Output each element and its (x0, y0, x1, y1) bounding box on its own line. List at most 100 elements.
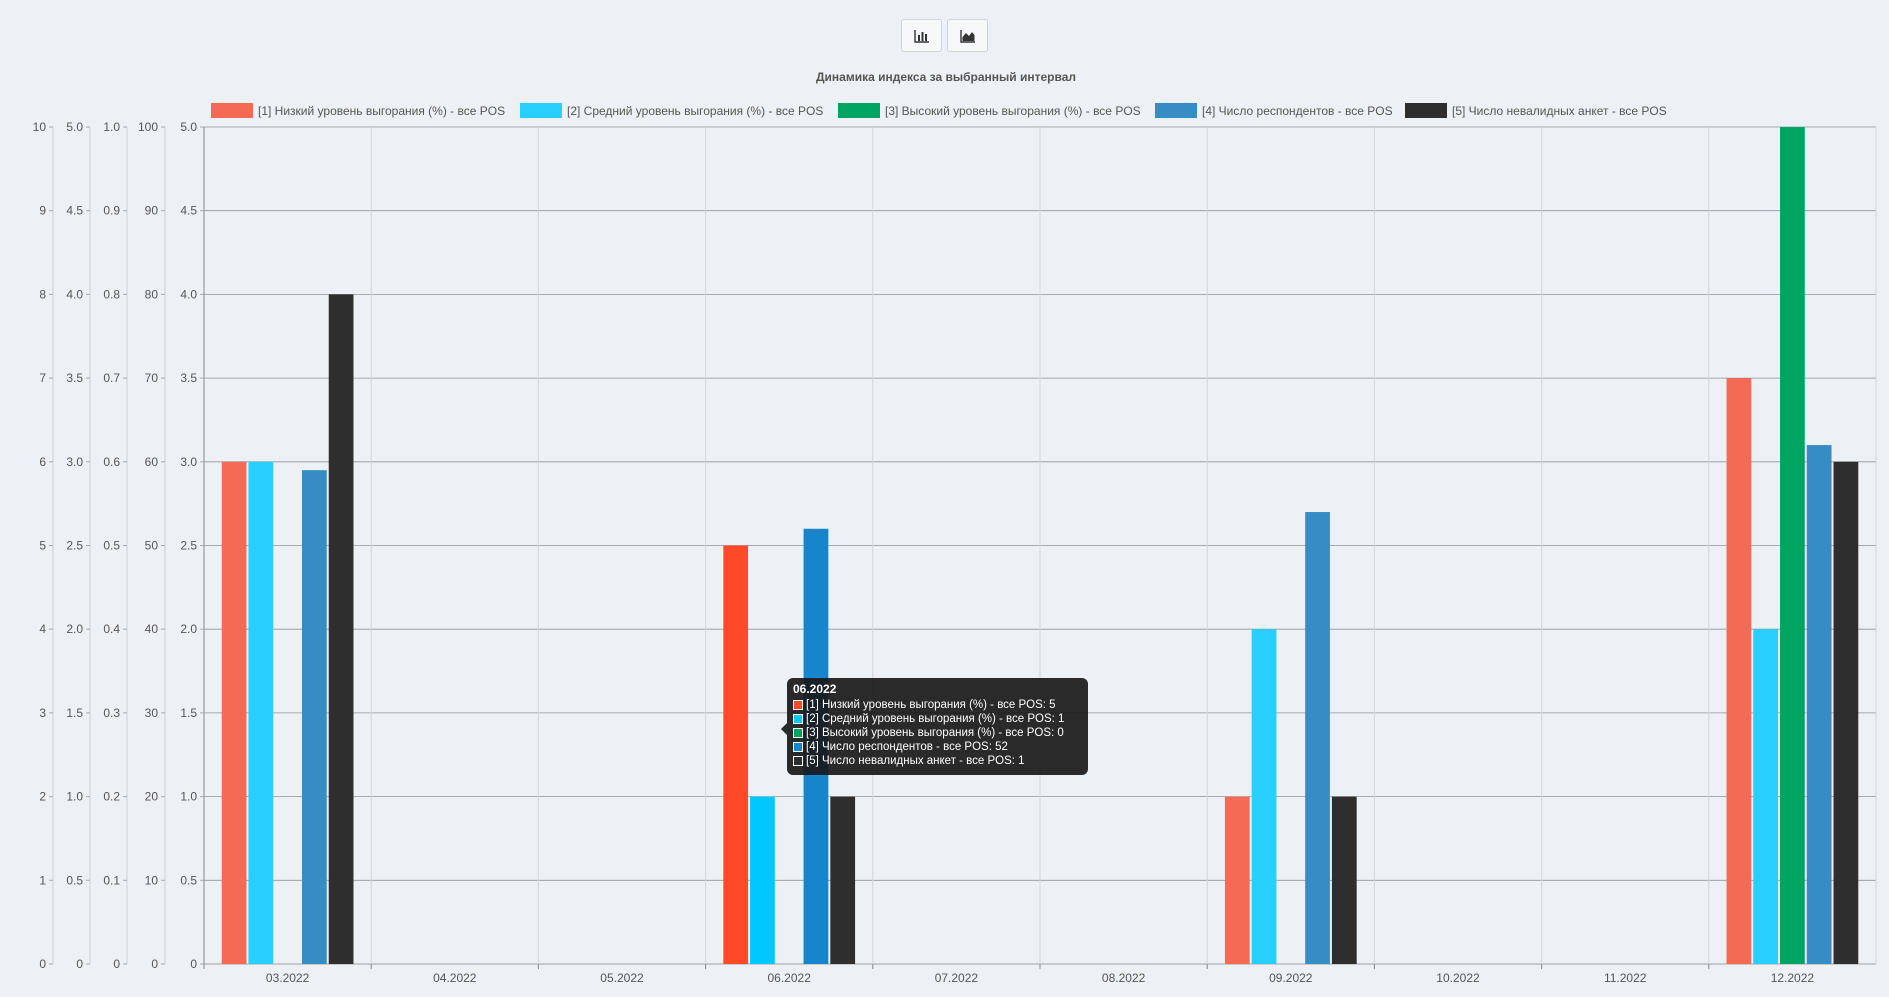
tooltip-swatch (793, 756, 803, 766)
tooltip-row-2: [2] Средний уровень выгорания (%) - все … (793, 712, 1082, 726)
tooltip-row-4: [4] Число респондентов - все POS: 52 (793, 740, 1082, 754)
legend-item-3[interactable]: [3] Высокий уровень выгорания (%) - все … (838, 103, 1141, 118)
legend-item-2[interactable]: [2] Средний уровень выгорания (%) - все … (520, 103, 823, 118)
x-tick-label: 11.2022 (1604, 971, 1647, 985)
bar-s2-12.2022[interactable] (1753, 629, 1779, 964)
y-axes: 01234567891000.51.01.52.02.53.03.54.04.5… (33, 120, 205, 971)
y-tick-label: 2.5 (180, 539, 197, 553)
y-tick-label: 4.0 (66, 287, 83, 301)
area-chart-icon (959, 29, 975, 43)
bar-s1-06.2022[interactable] (723, 545, 749, 965)
y-tick-label: 0.7 (103, 371, 120, 385)
bar-s2-09.2022[interactable] (1251, 629, 1277, 964)
y-axis-y5a: 0 0.5 1.0 1.5 2.0 2.5 3.0 3.5 4.0 4.5 5.0 (66, 120, 91, 971)
bar-s4-12.2022[interactable] (1806, 445, 1832, 964)
tooltip-row-text: [3] Высокий уровень выгорания (%) - все … (806, 727, 1064, 739)
legend-item-5[interactable]: [5] Число невалидных анкет - все POS (1405, 103, 1667, 118)
chart-legend: [1] Низкий уровень выгорания (%) - все P… (211, 103, 1667, 118)
y-tick-label: 4.5 (66, 204, 83, 218)
bar-chart-button[interactable] (901, 19, 942, 52)
legend-item-4[interactable]: [4] Число респондентов - все POS (1155, 103, 1393, 118)
y-tick-label: 6 (39, 455, 46, 469)
bar-s4-03.2022[interactable] (301, 470, 327, 964)
y-tick-label: 2 (39, 790, 46, 804)
y-tick-label: 0.4 (103, 622, 120, 636)
legend-swatch (838, 103, 880, 118)
y-tick-label: 1.0 (66, 790, 83, 804)
x-tick-label: 06.2022 (768, 971, 812, 985)
y-tick-label: 0.9 (103, 204, 120, 218)
y-tick-label: 2.5 (66, 539, 83, 553)
y-tick-label: 1 (39, 873, 46, 887)
chart-title: Динамика индекса за выбранный интервал (816, 70, 1076, 84)
y-tick-label: 3.0 (180, 455, 197, 469)
legend-label: [1] Низкий уровень выгорания (%) - все P… (258, 104, 505, 118)
y-tick-label: 0 (39, 957, 46, 971)
bar-s1-03.2022[interactable] (221, 461, 247, 964)
area-chart-button[interactable] (947, 19, 988, 52)
bar-s5-06.2022[interactable] (830, 796, 856, 964)
tooltip-row-text: [2] Средний уровень выгорания (%) - все … (806, 713, 1065, 725)
bar-s2-03.2022[interactable] (248, 461, 274, 964)
y-tick-label: 40 (145, 622, 159, 636)
legend-swatch (211, 103, 253, 118)
y-tick-label: 2.0 (180, 622, 197, 636)
legend-swatch (1155, 103, 1197, 118)
y-tick-label: 7 (39, 371, 46, 385)
y-tick-label: 90 (145, 204, 159, 218)
chart-toolbar (901, 19, 988, 52)
x-tick-label: 03.2022 (266, 971, 310, 985)
bar-s5-03.2022[interactable] (328, 294, 354, 964)
y-tick-label: 70 (145, 371, 159, 385)
legend-swatch (1405, 103, 1447, 118)
x-tick-label: 08.2022 (1102, 971, 1146, 985)
tooltip-row-text: [5] Число невалидных анкет - все POS: 1 (806, 755, 1025, 767)
y-tick-label: 0.6 (103, 455, 120, 469)
x-tick-label: 07.2022 (935, 971, 979, 985)
legend-swatch (520, 103, 562, 118)
legend-label: [2] Средний уровень выгорания (%) - все … (567, 104, 823, 118)
legend-label: [3] Высокий уровень выгорания (%) - все … (885, 104, 1141, 118)
y-tick-label: 100 (138, 120, 158, 134)
x-tick-label: 04.2022 (433, 971, 477, 985)
bar-s2-06.2022[interactable] (750, 796, 775, 964)
bar-s4-09.2022[interactable] (1305, 512, 1330, 964)
tooltip-row-text: [1] Низкий уровень выгорания (%) - все P… (806, 699, 1056, 711)
tooltip-title: 06.2022 (793, 682, 837, 696)
x-axis: 03.2022 04.2022 05.2022 06.2022 07.2022 08.20… (203, 964, 1815, 985)
y-tick-label: 2.0 (66, 622, 83, 636)
bar-s1-09.2022[interactable] (1224, 796, 1250, 964)
y-tick-label: 5.0 (66, 120, 83, 134)
y-tick-label: 4 (39, 622, 46, 636)
legend-item-1[interactable]: [1] Низкий уровень выгорания (%) - все P… (211, 103, 505, 118)
bar-s5-09.2022[interactable] (1331, 796, 1357, 964)
y-tick-label: 3.5 (66, 371, 83, 385)
tooltip-swatch (793, 728, 803, 738)
y-tick-label: 0 (190, 957, 197, 971)
chart-tooltip: 06.2022 [1] Низкий уровень выгорания (%)… (781, 678, 1088, 775)
bar-s3-12.2022[interactable] (1780, 127, 1805, 964)
bar-s1-12.2022[interactable] (1726, 378, 1752, 965)
legend-label: [5] Число невалидных анкет - все POS (1452, 104, 1667, 118)
y-tick-label: 8 (39, 287, 46, 301)
tooltip-row-text: [4] Число респондентов - все POS: 52 (806, 741, 1008, 753)
tooltip-swatch (793, 742, 803, 752)
y-tick-label: 0 (76, 957, 83, 971)
y-tick-label: 30 (145, 706, 159, 720)
chart-grid (203, 126, 1877, 965)
y-tick-label: 3.5 (180, 371, 197, 385)
y-tick-label: 1.5 (66, 706, 83, 720)
y-tick-label: 0.5 (180, 873, 197, 887)
y-tick-label: 9 (39, 204, 46, 218)
y-tick-label: 0.5 (66, 873, 83, 887)
bar-s5-12.2022[interactable] (1833, 461, 1859, 964)
x-tick-label: 12.2022 (1771, 971, 1815, 985)
y-tick-label: 0 (113, 957, 120, 971)
y-tick-label: 4.5 (180, 204, 197, 218)
y-tick-label: 1.0 (180, 790, 197, 804)
legend-label: [4] Число респондентов - все POS (1202, 104, 1393, 118)
y-axis-y5: 0 0.5 1.0 1.5 2.0 2.5 3.0 3.5 4.0 4.5 5.0 (180, 120, 205, 971)
tooltip-row-5: [5] Число невалидных анкет - все POS: 1 (793, 754, 1082, 768)
y-tick-label: 1.0 (103, 120, 120, 134)
